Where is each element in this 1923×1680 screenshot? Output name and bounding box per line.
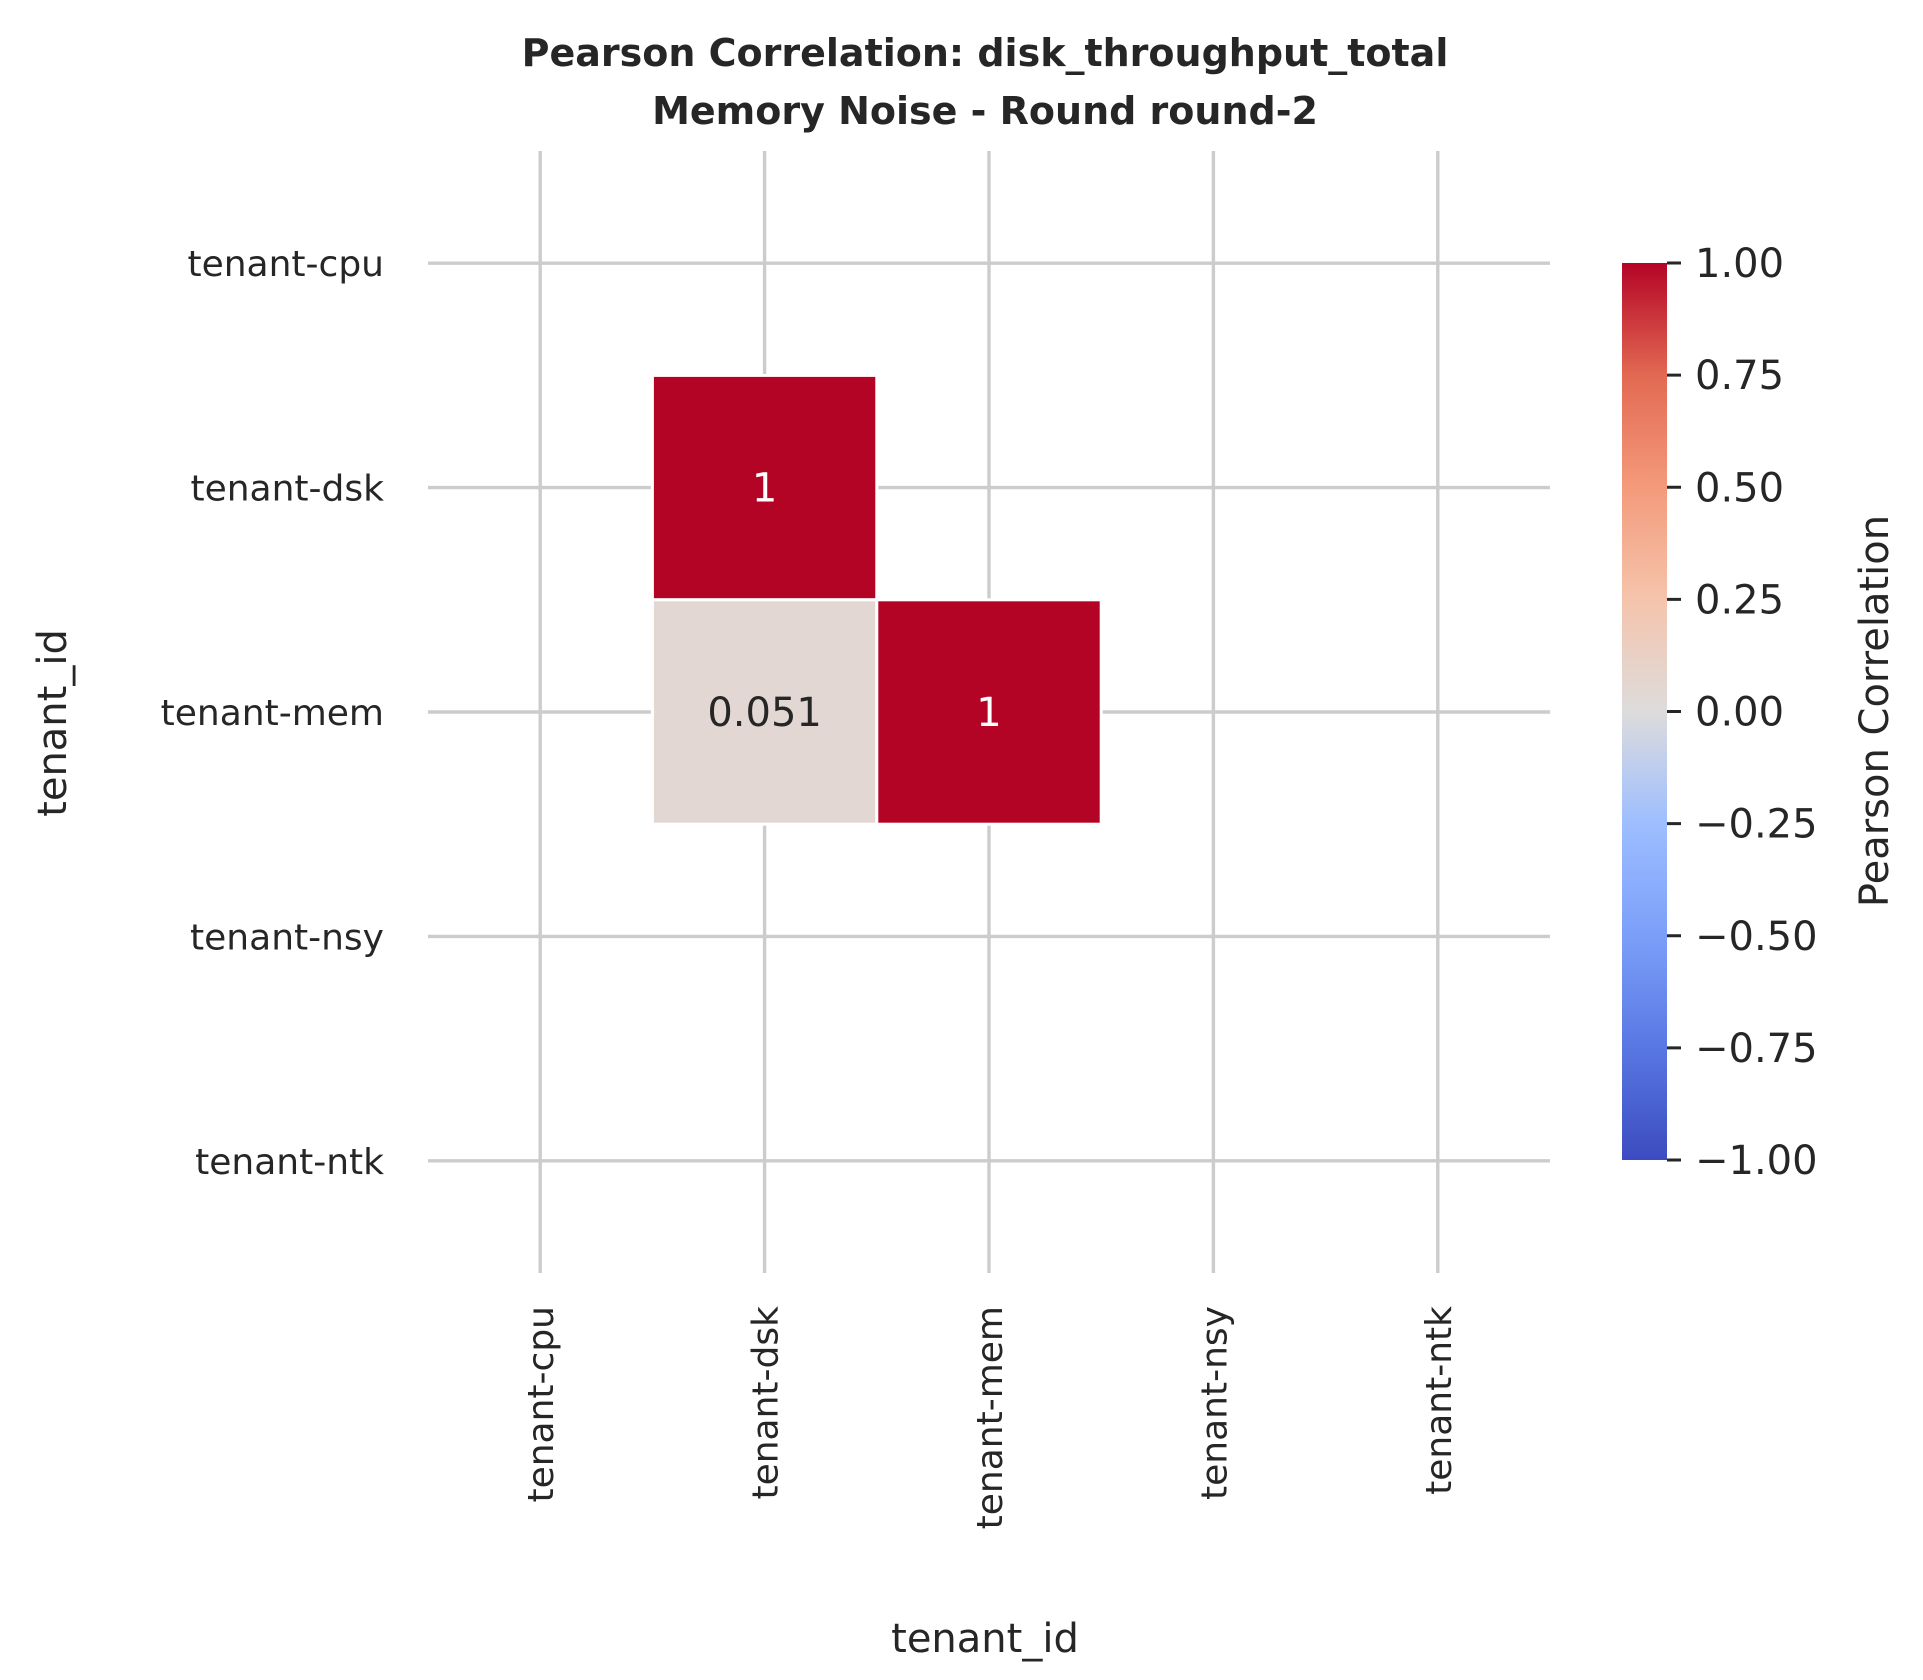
y-axis-label: tenant_id — [30, 629, 76, 817]
chart-title: Pearson Correlation: disk_throughput_tot… — [522, 31, 1449, 75]
x-tick-label: tenant-dsk — [746, 1306, 787, 1500]
chart-subtitle: Memory Noise - Round round-2 — [652, 89, 1318, 133]
colorbar-tick-label: 0.50 — [1695, 465, 1784, 511]
y-tick-label: tenant-cpu — [187, 244, 384, 285]
x-tick-label: tenant-mem — [970, 1306, 1011, 1529]
colorbar — [1622, 263, 1667, 1160]
x-axis-label: tenant_id — [891, 1616, 1079, 1662]
y-tick-labels: tenant-cpu tenant-dsk tenant-mem tenant-nsy… — [161, 244, 385, 1183]
colorbar-tick-label: −0.75 — [1695, 1026, 1818, 1072]
heatmap-cell — [650, 373, 879, 602]
colorbar-tick-label: 1.00 — [1695, 241, 1784, 287]
x-tick-label: tenant-cpu — [521, 1306, 562, 1503]
heatmap-cells: 1 0.051 1 — [650, 373, 1103, 826]
cell-value-label: 1 — [976, 690, 1001, 736]
x-tick-labels: tenant-cpu tenant-dsk tenant-mem tenant-nsy… — [521, 1306, 1460, 1530]
grid-lines — [428, 151, 1550, 1273]
heatmap-cell — [650, 598, 879, 826]
colorbar-tick-label: −0.50 — [1695, 914, 1818, 960]
cell-value-label: 1 — [752, 466, 777, 512]
colorbar-ticks: 1.00 0.75 0.50 0.25 0.00 −0.25 −0.50 −0.75 −1.00 — [1667, 241, 1818, 1184]
colorbar-label: Pearson Correlation — [1852, 515, 1898, 907]
heatmap-cell — [875, 598, 1103, 826]
colorbar-tick-label: 0.25 — [1695, 577, 1784, 623]
y-tick-label: tenant-mem — [161, 693, 384, 734]
y-tick-label: tenant-ntk — [195, 1142, 384, 1183]
colorbar-tick-label: −0.25 — [1695, 802, 1818, 848]
colorbar-tick-label: −1.00 — [1695, 1138, 1818, 1184]
cell-value-label: 0.051 — [707, 690, 822, 736]
colorbar-tick-label: 0.75 — [1695, 353, 1784, 399]
x-tick-label: tenant-ntk — [1419, 1306, 1460, 1495]
y-tick-label: tenant-dsk — [190, 469, 384, 510]
colorbar-tick-label: 0.00 — [1695, 690, 1784, 736]
y-tick-label: tenant-nsy — [190, 917, 384, 958]
x-tick-label: tenant-nsy — [1194, 1306, 1235, 1500]
